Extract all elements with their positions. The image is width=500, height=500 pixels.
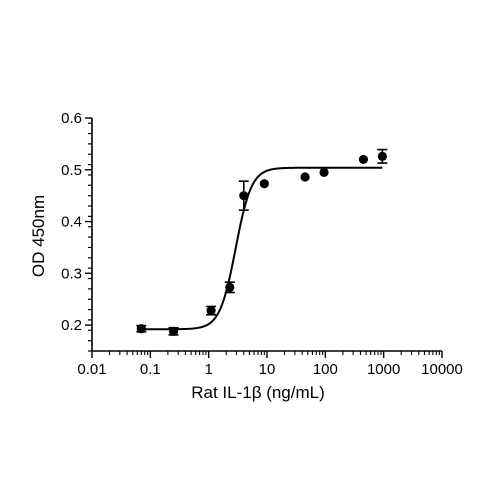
x-tick-label: 0.01 (77, 361, 106, 378)
axes: 0.2 0.3 0.4 0.5 0.6 0.01 0.1 1 10 100 1000 10000 (61, 110, 463, 378)
fit-curve (141, 166, 383, 331)
y-tick-label: 0.3 (61, 265, 82, 282)
data-point (168, 326, 179, 336)
data-point (358, 154, 369, 165)
y-tick-label: 0.4 (61, 214, 82, 231)
data-points-group (136, 148, 388, 336)
x-tick-label: 10000 (421, 361, 463, 378)
y-tick-label: 0.5 (61, 162, 82, 179)
x-tick-label: 1000 (367, 361, 400, 378)
data-point (377, 151, 387, 161)
data-point (225, 282, 235, 292)
y-tick-label: 0.6 (61, 110, 82, 127)
data-point (319, 167, 329, 177)
data-point (206, 306, 216, 316)
x-tick-label: 0.1 (140, 361, 161, 378)
y-tick-label: 0.2 (61, 317, 82, 334)
x-tick-label: 100 (313, 361, 338, 378)
y-axis-title: OD 450nm (29, 195, 48, 277)
fit-curve-group (141, 166, 383, 331)
data-point (239, 191, 249, 201)
x-tick-label: 1 (204, 361, 212, 378)
data-point (259, 179, 269, 189)
x-tick-label: 10 (259, 361, 276, 378)
x-axis-title: Rat IL-1β (ng/mL) (191, 383, 325, 402)
data-point (136, 324, 146, 334)
data-point (300, 172, 310, 182)
